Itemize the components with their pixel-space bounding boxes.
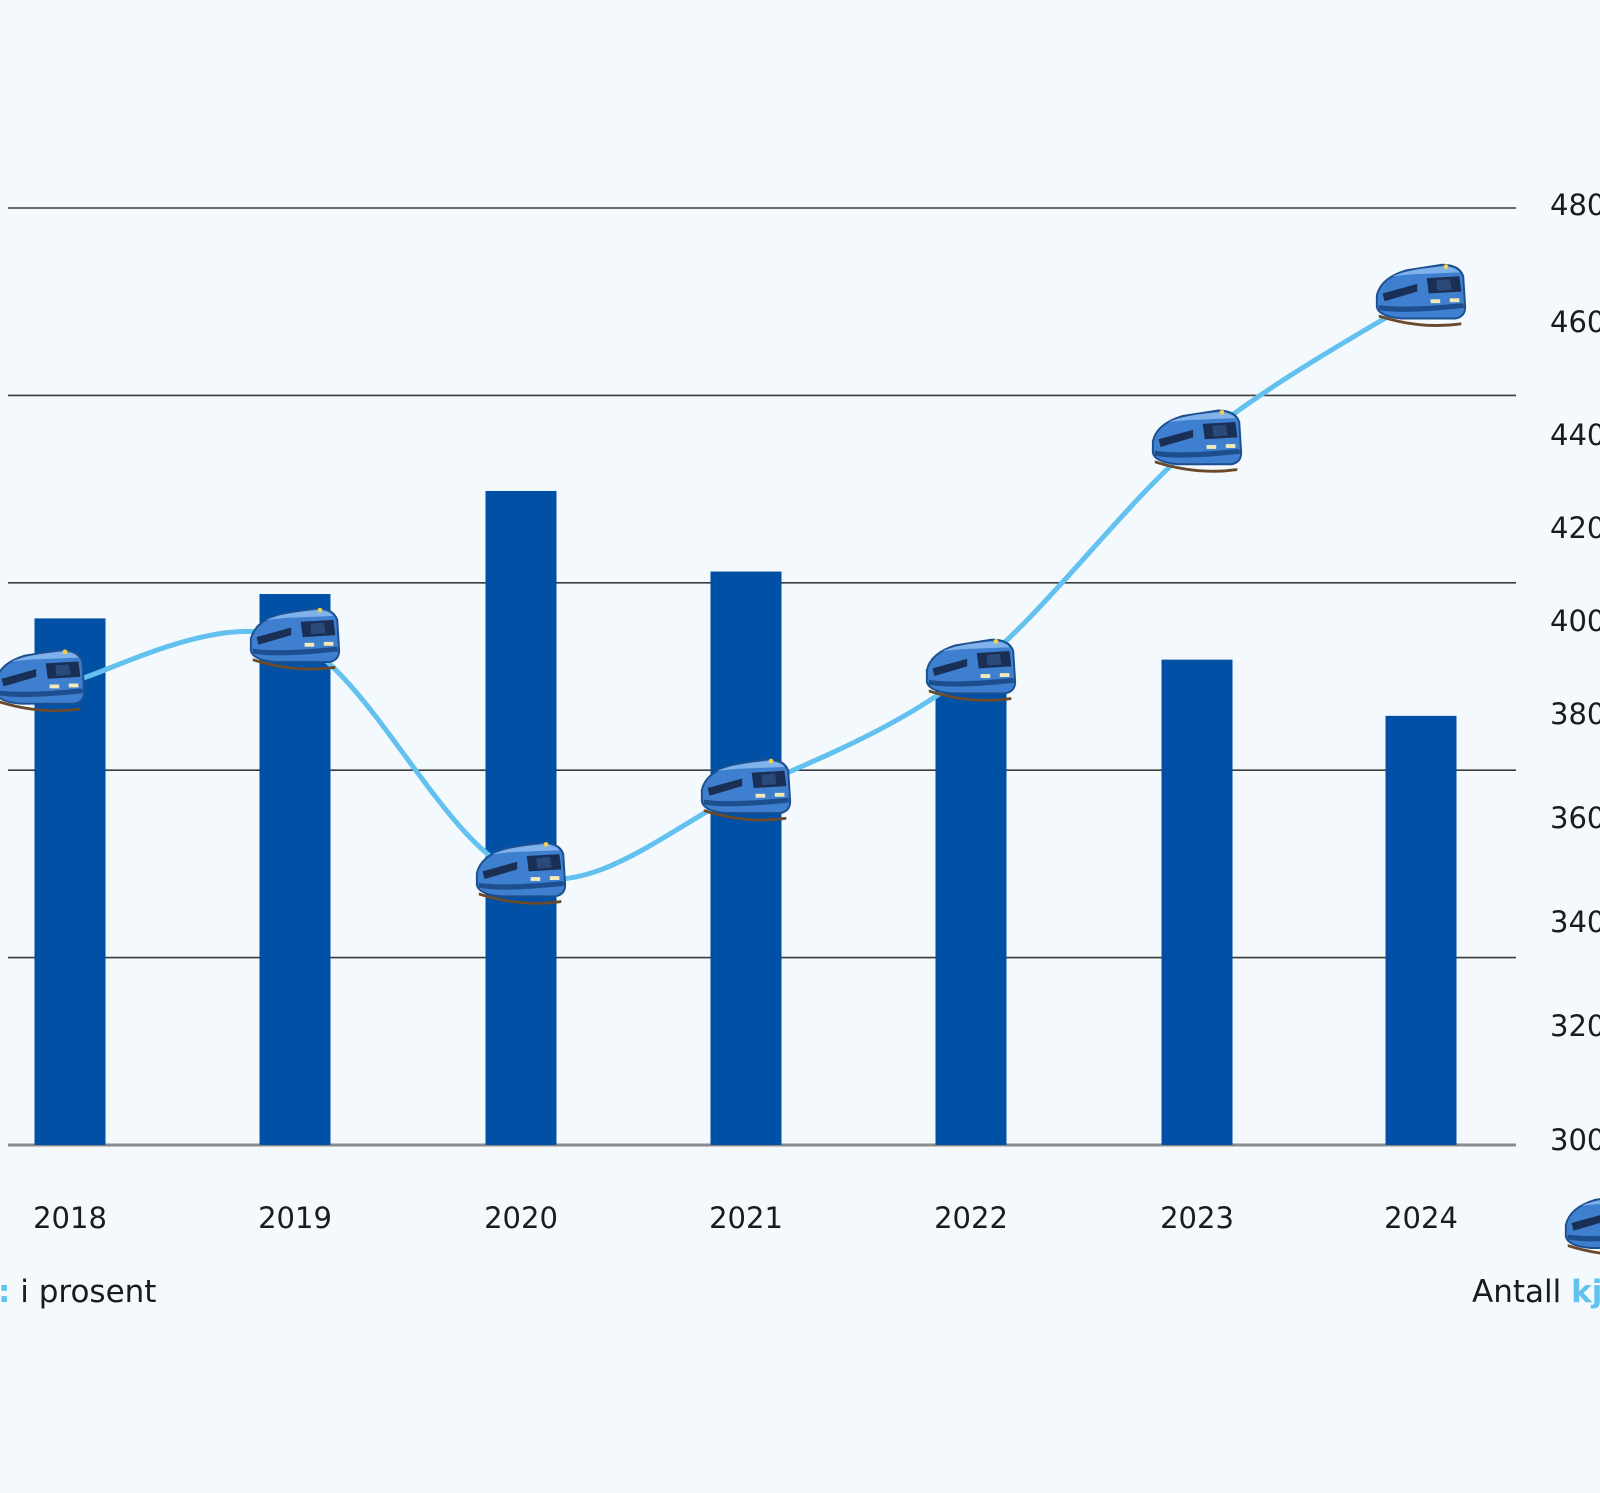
train-icon [0, 648, 86, 714]
x-tick-label-2022: 2022 [934, 1201, 1008, 1235]
left-caption-accent: : [0, 1274, 10, 1310]
right-tick-label: 380 [1550, 697, 1600, 731]
right-axis-caption: Antall kj [1472, 1274, 1600, 1310]
x-tick-label-2023: 2023 [1160, 1201, 1234, 1235]
right-tick-label: 340 [1550, 905, 1600, 939]
right-tick-label: 420 [1550, 511, 1600, 545]
right-caption-accent: kj [1571, 1274, 1600, 1310]
x-tick-label-2020: 2020 [484, 1201, 558, 1235]
right-tick-label: 400 [1550, 604, 1600, 638]
left-caption-text: i prosent [10, 1274, 156, 1310]
bar-2023 [1161, 659, 1233, 1145]
left-axis-caption: : i prosent [0, 1274, 156, 1310]
right-tick-label: 360 [1550, 801, 1600, 835]
bar-2024 [1385, 715, 1457, 1145]
right-caption-text: Antall [1472, 1274, 1571, 1310]
right-tick-label: 480 [1550, 188, 1600, 222]
x-tick-label-2024: 2024 [1384, 1201, 1458, 1235]
bar-2018 [34, 618, 106, 1145]
train-icon [1151, 409, 1243, 474]
right-tick-label: 460 [1550, 305, 1600, 339]
x-tick-label-2021: 2021 [709, 1201, 783, 1235]
train-icon [1564, 1192, 1600, 1258]
bar-2021 [710, 571, 782, 1145]
bar-2020 [485, 490, 557, 1145]
x-tick-label-2018: 2018 [33, 1201, 107, 1235]
right-tick-label: 320 [1550, 1009, 1600, 1043]
bar-2019 [259, 594, 331, 1145]
x-tick-label-2019: 2019 [258, 1201, 332, 1235]
right-tick-label: 300 [1550, 1123, 1600, 1157]
train-icon [925, 638, 1017, 703]
train-icon [1375, 263, 1467, 328]
right-tick-label: 440 [1550, 418, 1600, 452]
bar-2022 [935, 670, 1007, 1145]
